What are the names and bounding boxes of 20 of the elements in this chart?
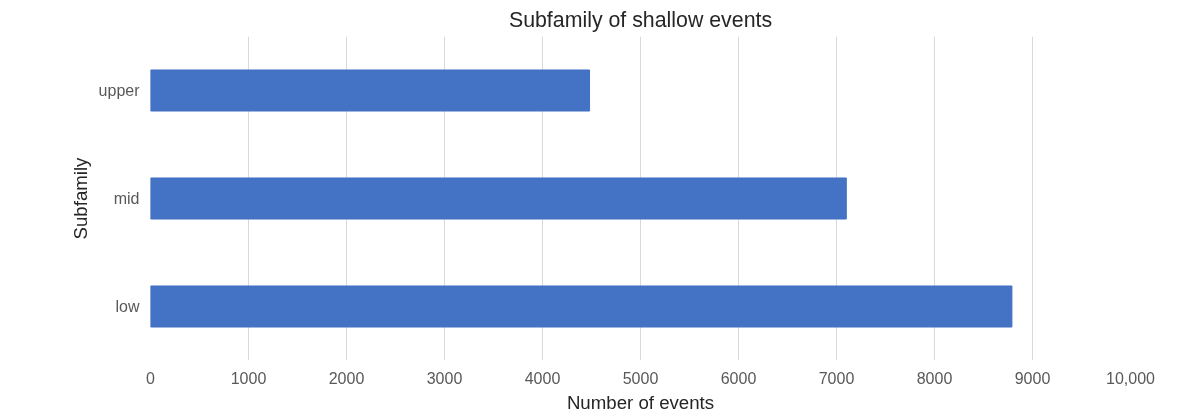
x-tick-label: 4000 xyxy=(524,369,561,387)
bar xyxy=(150,285,1013,328)
x-tick-label: 6000 xyxy=(720,369,757,387)
x-tick-label: 0 xyxy=(146,369,156,387)
y-axis-title: Subfamily xyxy=(69,156,91,240)
x-tick-label: 10,000 xyxy=(1106,369,1156,387)
x-tick-label: 5000 xyxy=(622,369,659,387)
x-tick-label: 2000 xyxy=(328,369,365,387)
y-tick-label: mid xyxy=(113,190,140,207)
y-tick-label: upper xyxy=(98,82,141,99)
x-tick-label: 7000 xyxy=(818,369,855,387)
y-tick-label: low xyxy=(115,298,140,315)
bar xyxy=(150,69,591,112)
x-tick-label: 1000 xyxy=(230,369,267,387)
x-axis-title: Number of events xyxy=(566,391,715,413)
x-tick-label: 3000 xyxy=(426,369,463,387)
bar xyxy=(150,177,847,220)
x-tick-label: 9000 xyxy=(1014,369,1051,387)
chart-title: Subfamily of shallow events xyxy=(508,7,773,32)
x-tick-label: 8000 xyxy=(916,369,953,387)
